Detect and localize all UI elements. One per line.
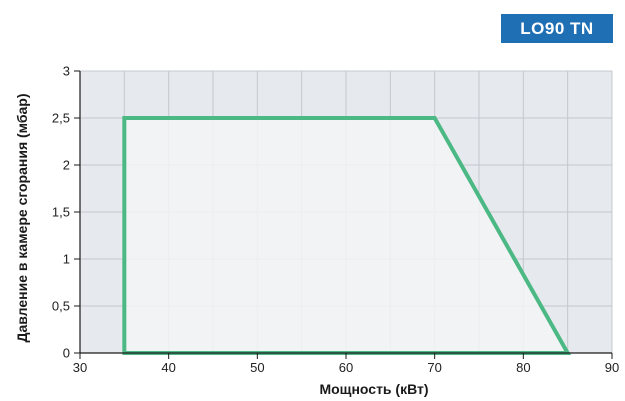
x-tick-label: 40 <box>161 360 175 375</box>
x-tick-label: 60 <box>339 360 353 375</box>
y-tick-label: 3 <box>63 64 70 79</box>
x-axis-label: Мощность (кВт) <box>319 381 428 397</box>
x-tick-label: 80 <box>516 360 530 375</box>
y-tick-label: 0 <box>63 346 70 361</box>
y-tick-labels: 0 0,5 1 1,5 2 2,5 3 <box>52 64 80 361</box>
y-axis-label: Давление в камере сгорания (мбар) <box>14 94 30 343</box>
x-tick-label: 30 <box>73 360 87 375</box>
x-tick-label: 50 <box>250 360 264 375</box>
x-tick-labels: 30 40 50 60 70 80 90 <box>73 353 619 375</box>
y-tick-label: 1,5 <box>52 205 70 220</box>
y-tick-label: 1 <box>63 252 70 267</box>
y-tick-label: 2,5 <box>52 111 70 126</box>
model-badge: LO90 TN <box>501 14 613 43</box>
x-tick-label: 70 <box>427 360 441 375</box>
x-tick-label: 90 <box>605 360 619 375</box>
y-tick-label: 2 <box>63 158 70 173</box>
y-tick-label: 0,5 <box>52 299 70 314</box>
